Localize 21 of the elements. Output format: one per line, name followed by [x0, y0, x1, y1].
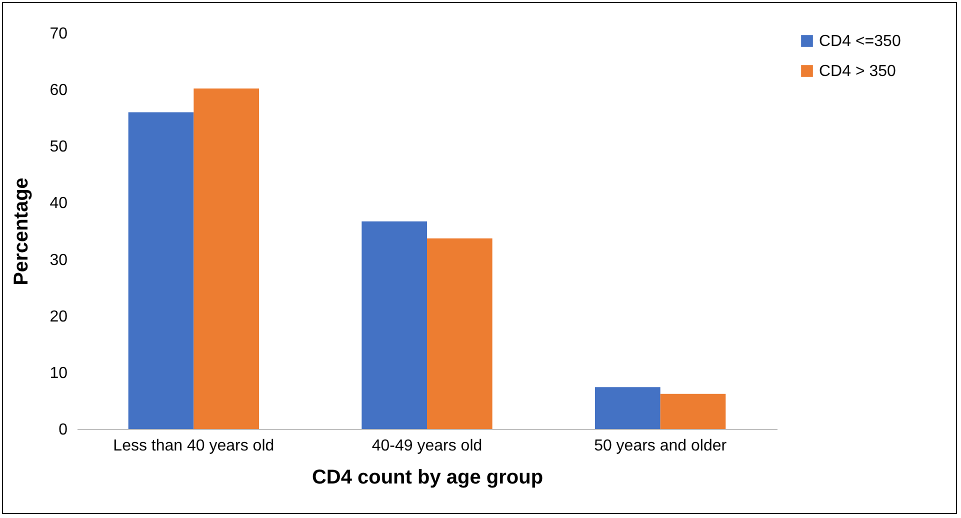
y-axis-title: Percentage	[10, 178, 33, 286]
x-tick-label: 50 years and older	[594, 438, 728, 454]
y-tick-label: 30	[50, 252, 68, 269]
bar	[660, 394, 726, 429]
y-tick-label: 70	[50, 26, 68, 42]
x-tick-label: 40-49 years old	[372, 438, 482, 454]
bar	[427, 238, 492, 429]
bar	[362, 221, 427, 429]
y-tick-label: 10	[50, 364, 68, 382]
y-tick-label: 0	[58, 422, 68, 438]
y-tick-label: 60	[50, 82, 68, 100]
x-axis-title: CD4 count by age group	[312, 466, 544, 488]
y-tick-label: 50	[50, 138, 68, 156]
y-tick-label: 20	[50, 308, 68, 326]
bar	[194, 88, 259, 429]
bar	[128, 112, 194, 429]
bar	[595, 387, 660, 429]
legend-label: CD4 <=350	[819, 33, 901, 50]
y-tick-label: 40	[50, 195, 68, 212]
legend-label: CD4 > 350	[819, 63, 896, 80]
x-tick-label: Less than 40 years old	[113, 438, 274, 454]
